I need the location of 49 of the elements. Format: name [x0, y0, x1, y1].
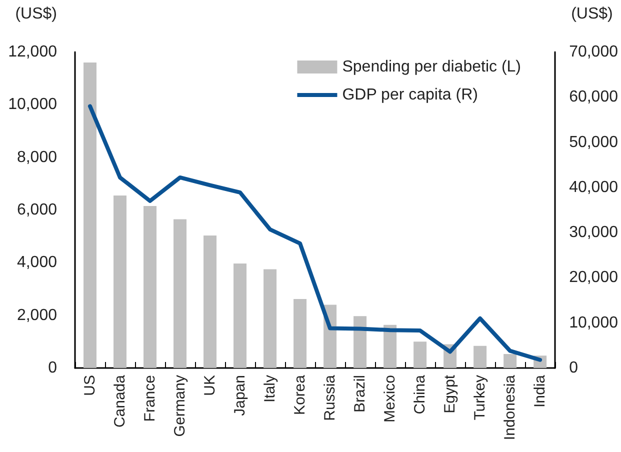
x-tick-label: Indonesia: [502, 374, 519, 440]
x-tick-label: France: [142, 375, 159, 422]
bar: [204, 236, 217, 368]
y-tick-label: 4,000: [16, 254, 58, 272]
y-tick-label: 10,000: [8, 96, 58, 114]
y-tick-label: 6,000: [16, 202, 58, 218]
x-tick-label: Korea: [292, 374, 309, 416]
x-tick-label: India: [532, 374, 549, 408]
bar: [414, 342, 427, 368]
y2-axis-title: (US$): [571, 6, 613, 22]
x-tick-label: UK: [202, 375, 219, 396]
bar: [474, 346, 487, 368]
x-tick-label: Brazil: [352, 375, 369, 413]
y2-tick-label: 60,000: [569, 88, 618, 106]
y2-tick-label: 40,000: [569, 178, 618, 196]
legend-label: GDP per capita (R): [342, 86, 478, 104]
x-tick-label: Egypt: [442, 374, 459, 414]
y2-tick-label: 30,000: [569, 224, 618, 242]
x-tick-label: Russia: [322, 374, 339, 421]
bar: [354, 316, 367, 368]
x-tick-label: Germany: [172, 374, 189, 437]
bar: [114, 196, 127, 368]
y-tick-label: 12,000: [8, 44, 58, 60]
x-tick-label: Japan: [232, 375, 249, 416]
x-tick-label: Canada: [112, 374, 129, 428]
y-tick-label: 8,000: [16, 148, 58, 166]
bar: [144, 206, 157, 368]
y-tick-label: 0: [48, 360, 58, 376]
y2-tick-label: 50,000: [569, 134, 618, 151]
y2-tick-label: 20,000: [569, 269, 618, 286]
x-tick-label: China: [412, 374, 429, 414]
bar: [264, 269, 277, 368]
y2-tick-label: 70,000: [569, 44, 618, 60]
x-tick-label: US: [82, 375, 98, 396]
legend-label: Spending per diabetic (L): [342, 58, 521, 76]
line-series: [88, 104, 542, 362]
y-axis-title: (US$): [15, 6, 57, 22]
x-tick-label: Italy: [262, 374, 279, 403]
bar: [234, 263, 247, 368]
bar: [294, 299, 307, 368]
bar: [384, 324, 397, 368]
bar: [174, 219, 187, 368]
x-tick-label: Mexico: [382, 375, 399, 423]
bar: [504, 354, 517, 368]
bar: [84, 62, 96, 368]
y2-tick-label: 0: [569, 360, 578, 376]
y-tick-label: 2,000: [16, 306, 58, 324]
y2-tick-label: 10,000: [569, 314, 618, 332]
x-tick-label: Turkey: [472, 374, 489, 420]
